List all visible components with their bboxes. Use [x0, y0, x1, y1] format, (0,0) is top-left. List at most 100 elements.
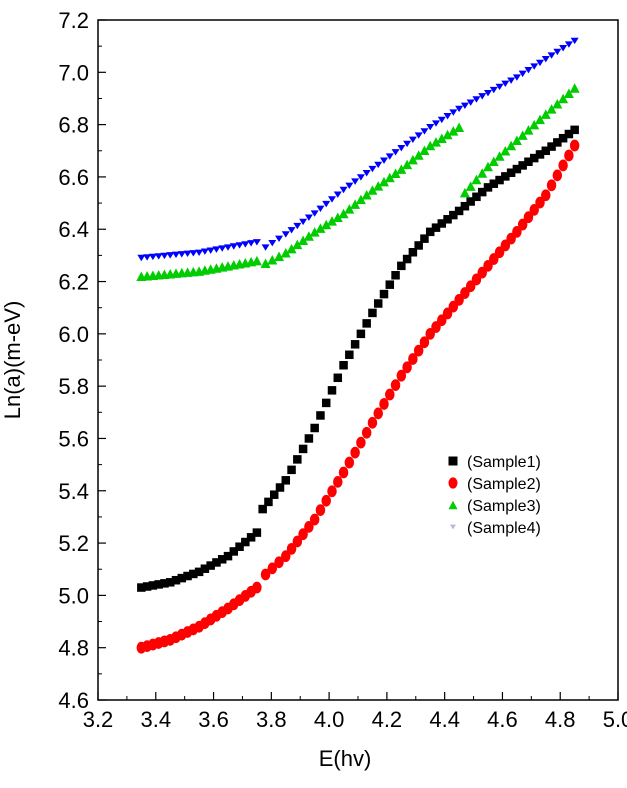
data-point	[552, 169, 563, 182]
data-point	[535, 150, 545, 159]
data-point	[260, 258, 271, 268]
data-point	[303, 231, 314, 241]
data-point	[564, 129, 574, 139]
data-point	[160, 579, 169, 588]
x-tick-label: 4.6	[487, 707, 518, 732]
data-point	[361, 426, 372, 439]
data-point	[541, 56, 550, 63]
data-point	[137, 583, 146, 592]
data-point	[484, 90, 492, 97]
data-point	[269, 490, 279, 499]
data-point	[436, 133, 447, 143]
data-point	[431, 137, 441, 147]
data-point	[501, 80, 510, 88]
data-point	[267, 254, 278, 265]
data-point	[251, 255, 262, 266]
data-point	[546, 179, 557, 192]
data-point	[200, 248, 209, 255]
data-point	[477, 187, 487, 197]
data-point	[448, 126, 459, 136]
data-point	[137, 254, 146, 262]
data-point	[345, 182, 354, 190]
data-point	[148, 581, 158, 590]
data-point	[570, 125, 579, 135]
data-point	[229, 243, 238, 250]
legend-label: (Sample1)	[467, 454, 541, 471]
data-point	[293, 222, 302, 230]
data-point	[443, 215, 452, 224]
data-point	[316, 411, 325, 420]
data-point	[310, 423, 319, 433]
data-point	[235, 242, 244, 249]
data-point	[563, 88, 574, 98]
data-point	[535, 114, 545, 125]
series-4	[137, 37, 579, 262]
data-point	[443, 113, 452, 120]
data-point	[356, 329, 366, 339]
x-tick-label: 4.2	[372, 707, 403, 732]
data-point	[454, 206, 464, 216]
y-tick-label: 5.4	[58, 479, 89, 504]
x-tick-label: 3.4	[140, 707, 171, 732]
data-point	[478, 93, 487, 100]
data-point	[507, 77, 516, 84]
data-point	[431, 223, 441, 232]
data-point	[287, 227, 296, 234]
data-point	[552, 98, 563, 109]
data-point	[541, 146, 551, 156]
data-point	[235, 542, 244, 551]
data-point	[413, 150, 424, 160]
data-point	[252, 581, 262, 594]
data-point	[512, 225, 522, 238]
data-point	[351, 178, 360, 185]
data-point	[206, 247, 215, 254]
data-point	[506, 168, 516, 177]
data-point	[218, 245, 227, 252]
data-point	[195, 249, 204, 256]
data-point	[379, 289, 389, 299]
data-point	[437, 219, 447, 228]
data-point	[172, 251, 180, 259]
data-point	[408, 136, 417, 143]
data-point	[425, 227, 435, 237]
data-point	[327, 386, 337, 395]
data-point	[338, 466, 349, 479]
data-point	[327, 485, 337, 498]
data-point	[483, 183, 493, 192]
data-point	[246, 533, 256, 542]
data-point	[547, 52, 556, 59]
data-point	[569, 83, 580, 93]
series-3	[136, 83, 580, 282]
data-point	[432, 120, 440, 127]
data-point	[212, 558, 221, 567]
data-point	[356, 174, 365, 181]
data-point	[414, 241, 423, 250]
data-point	[333, 475, 343, 488]
y-tick-label: 6.6	[58, 165, 89, 190]
plot-area: 3.2 3.4 3.6 3.8 4.0 4.2 4.4 4.6 4.8 5.0 4.6 4.8 5.0…	[58, 8, 627, 732]
legend-item: (Sample3)	[448, 498, 541, 515]
data-point	[460, 102, 469, 109]
data-point	[148, 253, 157, 261]
data-point	[189, 250, 198, 257]
legend-label: (Sample3)	[467, 498, 541, 515]
series-layer	[136, 37, 580, 654]
data-point	[367, 185, 378, 195]
data-point	[559, 45, 568, 52]
data-point	[472, 96, 481, 103]
data-point	[321, 219, 332, 230]
data-point	[309, 513, 320, 526]
data-point	[489, 86, 498, 94]
data-point	[160, 252, 169, 260]
data-point	[223, 551, 233, 561]
y-tick-label: 6.0	[58, 322, 89, 347]
legend-label: (Sample4)	[467, 520, 541, 537]
data-point	[449, 109, 458, 116]
data-point	[569, 139, 580, 152]
y-tick-label: 6.8	[58, 113, 89, 138]
data-point	[523, 125, 534, 135]
x-tick-label: 5.0	[603, 707, 627, 732]
legend-item: (Sample4)	[450, 520, 541, 537]
data-point	[471, 174, 482, 185]
